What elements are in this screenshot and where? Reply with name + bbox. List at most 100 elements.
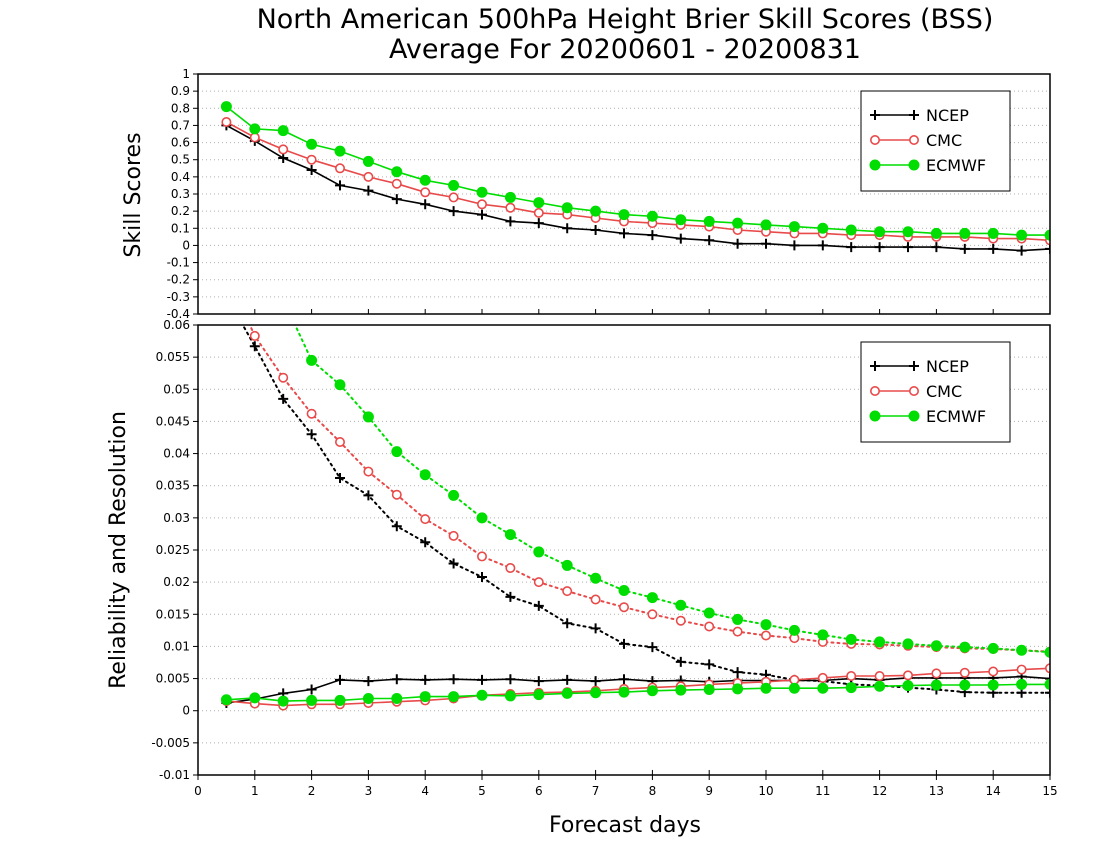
- bottom-y-tick-label: 0.055: [156, 350, 190, 364]
- bottom-cmc-reliability-point: [902, 670, 913, 681]
- bottom-legend-cmc-marker-left: [869, 385, 880, 396]
- bottom-cmc-reliability-point: [959, 667, 970, 678]
- bottom-cmc-resolution-point: [448, 530, 459, 541]
- bottom-cmc-resolution-point: [590, 594, 601, 605]
- bottom-ecmwf-reliability-point: [959, 679, 971, 691]
- bottom-ecmwf-resolution-point: [874, 636, 886, 648]
- bottom-cmc-resolution-point: [334, 436, 345, 447]
- bottom-cmc-resolution-point: [760, 630, 771, 641]
- bottom-legend-ecmwf-marker-right: [908, 410, 920, 422]
- x-tick-label: 0: [194, 784, 202, 798]
- bottom-ncep-resolution-point: [562, 618, 573, 629]
- bottom-legend-cmc-label: CMC: [926, 382, 962, 401]
- bottom-ecmwf-reliability-point: [334, 694, 346, 706]
- bottom-cmc-reliability-point: [1045, 663, 1050, 674]
- bottom-ncep-reliability-point: [533, 676, 544, 687]
- x-tick-label: 9: [705, 784, 713, 798]
- top-cmc-point: [420, 187, 431, 198]
- bottom-ecmwf-resolution-point: [561, 559, 573, 571]
- bottom-ecmwf-resolution-point: [448, 489, 460, 501]
- top-ncep-point: [420, 199, 431, 210]
- bottom-ecmwf-reliability-point: [590, 687, 602, 699]
- top-ecmwf-point: [1044, 229, 1050, 241]
- x-axis: 0 1 2 3 4 5 6 7 8 9 10 11 12 13 14 15: [194, 775, 1058, 798]
- top-y-tick-label: 0.8: [171, 101, 190, 115]
- top-legend-ncep-label: NCEP: [926, 106, 969, 125]
- top-ecmwf-point: [590, 205, 602, 217]
- bottom-cmc-reliability-point: [817, 672, 828, 683]
- top-legend-ecmwf-label: ECMWF: [926, 156, 986, 175]
- top-ncep-point: [959, 243, 970, 254]
- bottom-ecmwf-resolution-point: [732, 613, 744, 625]
- bottom-ecmwf-reliability-point: [391, 693, 403, 704]
- chart-title-line-2: Average For 20200601 - 20200831: [389, 34, 861, 65]
- bottom-ecmwf-resolution-point: [419, 469, 431, 481]
- bottom-ecmwf-resolution-point: [1044, 646, 1050, 658]
- bottom-ecmwf-reliability-point: [703, 684, 715, 695]
- bottom-ecmwf-reliability-point: [533, 689, 545, 701]
- top-ncep-point: [619, 228, 629, 239]
- bottom-ecmwf-reliability-point: [476, 689, 488, 701]
- bottom-ecmwf-reliability-point: [987, 679, 999, 691]
- bottom-ncep-resolution-point: [278, 393, 289, 404]
- bottom-cmc-resolution-line: [248, 325, 1050, 653]
- bottom-cmc-reliability-point: [874, 670, 885, 681]
- bottom-plot-frame: [197, 324, 1051, 776]
- bottom-ncep-reliability-point: [505, 674, 516, 685]
- top-legend: NCEP CMC ECMWF: [860, 90, 1011, 192]
- bottom-cmc-reliability-point: [1016, 664, 1027, 675]
- top-ecmwf-point: [874, 226, 886, 238]
- bottom-y-axis-title: Reliability and Resolution: [106, 411, 131, 689]
- top-cmc-point: [221, 117, 232, 128]
- x-tick-label: 12: [872, 784, 887, 798]
- bottom-ncep-resolution-point: [335, 473, 345, 483]
- bottom-ncep-resolution-point: [590, 623, 601, 634]
- bottom-ncep-reliability-point: [590, 676, 601, 687]
- x-tick-label: 10: [758, 784, 773, 798]
- top-cmc-point: [334, 163, 345, 174]
- bottom-ecmwf-resolution-point: [334, 379, 346, 391]
- top-cmc-point: [249, 132, 260, 143]
- bottom-ecmwf-reliability-point: [220, 694, 232, 706]
- bottom-cmc-reliability-point: [846, 670, 857, 681]
- top-ecmwf-point: [504, 191, 516, 203]
- top-legend-ecmwf-marker-right: [908, 159, 920, 171]
- bottom-ecmwf-resolution-point: [1016, 644, 1028, 656]
- x-tick-label: 5: [478, 784, 486, 798]
- top-ncep-point: [988, 243, 999, 254]
- bottom-ecmwf-resolution-point: [902, 638, 914, 650]
- x-tick-label: 1: [251, 784, 259, 798]
- top-ecmwf-point: [306, 138, 318, 150]
- top-ecmwf-point: [817, 222, 829, 234]
- top-cmc-point: [306, 154, 317, 165]
- top-ncep-point: [732, 238, 743, 249]
- bottom-ncep-resolution-line: [241, 325, 1050, 694]
- bottom-ecmwf-reliability-point: [874, 680, 886, 692]
- bottom-ncep-resolution-point: [675, 656, 686, 667]
- top-ncep-point: [448, 206, 459, 217]
- bottom-cmc-resolution-point: [505, 562, 516, 573]
- bottom-ncep-resolution-point: [647, 642, 658, 653]
- bottom-ncep-resolution-point: [391, 521, 402, 532]
- x-tick-label: 14: [986, 784, 1001, 798]
- bottom-y-tick-label: 0.005: [156, 672, 190, 686]
- bottom-ecmwf-reliability-point: [845, 682, 857, 694]
- top-cmc-point: [391, 178, 402, 189]
- top-ncep-point: [647, 230, 658, 241]
- bottom-ncep-reliability-point: [335, 674, 345, 685]
- top-ecmwf-point: [987, 227, 999, 239]
- top-y-tick-label: 0.9: [171, 84, 190, 98]
- bottom-ncep-resolution-point: [619, 638, 629, 649]
- bottom-ncep-reliability-point: [306, 684, 317, 695]
- bottom-ecmwf-reliability-point: [362, 693, 374, 704]
- bottom-ncep-reliability-point: [477, 674, 487, 685]
- bottom-ecmwf-reliability-point: [788, 682, 800, 694]
- bottom-ncep-reliability-point: [363, 676, 374, 687]
- bottom-ecmwf-resolution-point: [362, 411, 374, 423]
- top-legend-ncep-marker-right: [909, 110, 919, 120]
- top-ecmwf-point: [1016, 229, 1028, 241]
- top-ecmwf-point: [902, 226, 914, 238]
- bottom-y-tick-label: 0: [182, 704, 190, 718]
- top-ecmwf-point: [476, 186, 488, 198]
